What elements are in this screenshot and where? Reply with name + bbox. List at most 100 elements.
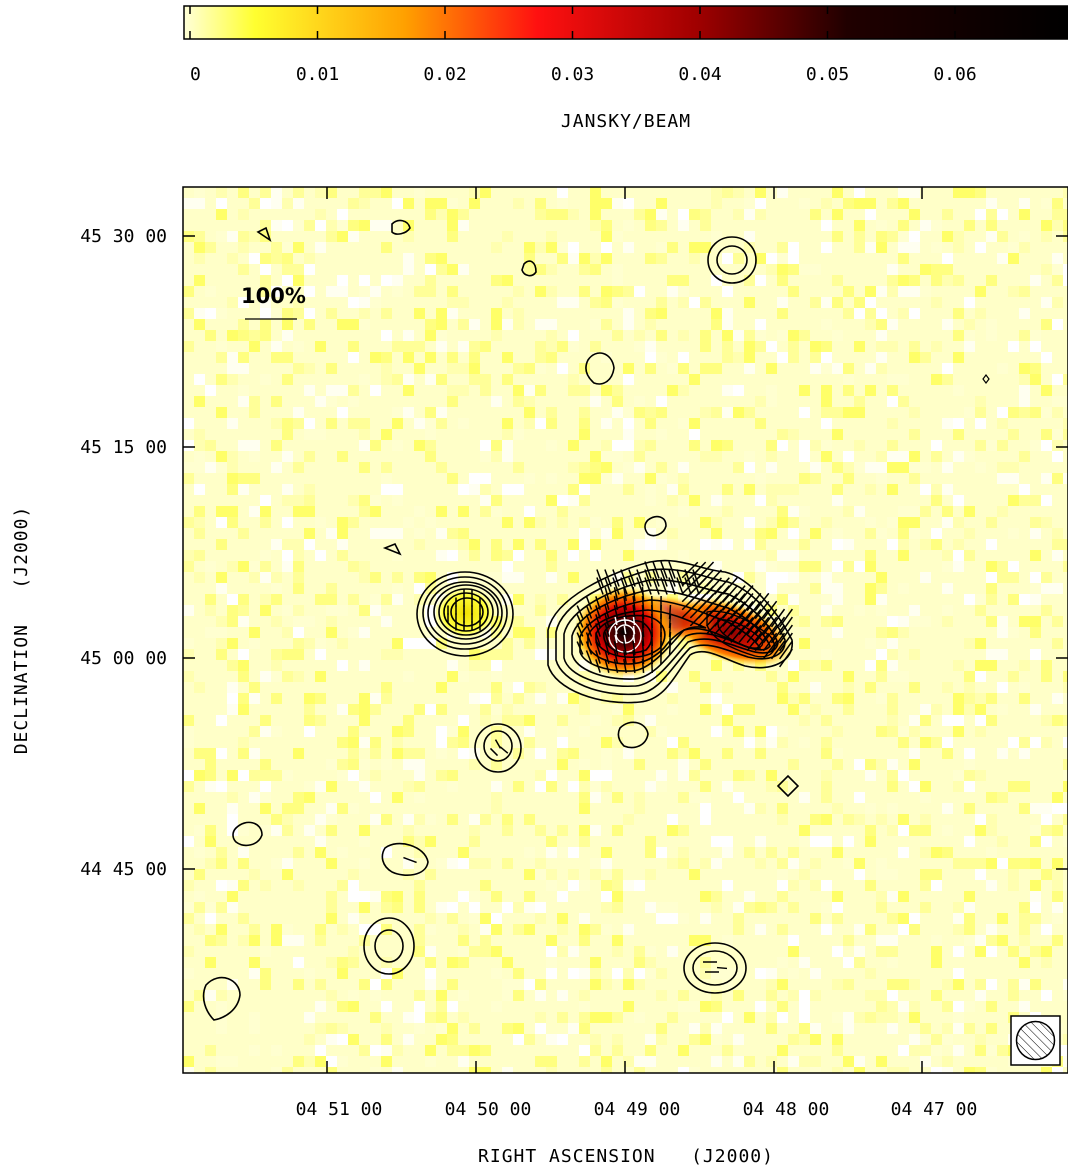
noise-pixel <box>458 726 469 737</box>
noise-pixel <box>326 1023 337 1034</box>
noise-pixel <box>920 781 931 792</box>
noise-pixel <box>458 671 469 682</box>
noise-pixel <box>491 803 502 814</box>
noise-pixel <box>898 187 909 198</box>
noise-pixel <box>1019 385 1030 396</box>
noise-pixel <box>370 814 381 825</box>
noise-pixel <box>535 242 546 253</box>
polarization-vector <box>779 640 793 660</box>
noise-pixel <box>876 330 887 341</box>
noise-pixel <box>1019 374 1030 385</box>
noise-pixel <box>1008 946 1019 957</box>
noise-pixel <box>711 990 722 1001</box>
noise-pixel <box>942 275 953 286</box>
noise-pixel <box>788 286 799 297</box>
noise-pixel <box>260 671 271 682</box>
noise-pixel <box>1030 341 1041 352</box>
noise-pixel <box>722 935 733 946</box>
colorbar-tick-label: 0.04 <box>678 64 721 85</box>
noise-pixel <box>821 407 832 418</box>
noise-pixel <box>986 198 997 209</box>
noise-pixel <box>425 209 436 220</box>
noise-pixel <box>183 462 194 473</box>
noise-pixel <box>403 726 414 737</box>
noise-pixel <box>293 198 304 209</box>
noise-pixel <box>227 825 238 836</box>
noise-pixel <box>238 561 249 572</box>
noise-pixel <box>216 374 227 385</box>
noise-pixel <box>260 880 271 891</box>
noise-pixel <box>326 605 337 616</box>
noise-pixel <box>260 726 271 737</box>
noise-pixel <box>238 880 249 891</box>
noise-pixel <box>942 374 953 385</box>
noise-pixel <box>304 704 315 715</box>
noise-pixel <box>1063 275 1068 286</box>
noise-pixel <box>183 715 194 726</box>
noise-pixel <box>898 539 909 550</box>
noise-pixel <box>964 781 975 792</box>
noise-pixel <box>634 440 645 451</box>
noise-pixel <box>854 1012 865 1023</box>
noise-pixel <box>1019 363 1030 374</box>
noise-pixel <box>469 825 480 836</box>
noise-pixel <box>623 748 634 759</box>
noise-pixel <box>370 693 381 704</box>
noise-pixel <box>183 308 194 319</box>
noise-pixel <box>964 1023 975 1034</box>
noise-pixel <box>700 913 711 924</box>
noise-pixel <box>1030 803 1041 814</box>
noise-pixel <box>854 308 865 319</box>
polarization-vector <box>620 569 628 587</box>
noise-pixel <box>183 418 194 429</box>
noise-pixel <box>502 451 513 462</box>
noise-pixel <box>909 616 920 627</box>
noise-pixel <box>810 572 821 583</box>
noise-pixel <box>249 726 260 737</box>
noise-pixel <box>392 286 403 297</box>
noise-pixel <box>216 781 227 792</box>
noise-pixel <box>678 462 689 473</box>
noise-pixel <box>392 440 403 451</box>
noise-pixel <box>1052 869 1063 880</box>
noise-pixel <box>348 957 359 968</box>
noise-pixel <box>359 286 370 297</box>
noise-pixel <box>799 440 810 451</box>
noise-pixel <box>986 539 997 550</box>
noise-pixel <box>711 407 722 418</box>
noise-pixel <box>711 198 722 209</box>
noise-pixel <box>315 979 326 990</box>
noise-pixel <box>678 297 689 308</box>
noise-pixel <box>579 990 590 1001</box>
noise-pixel <box>931 220 942 231</box>
noise-pixel <box>744 572 755 583</box>
noise-pixel <box>579 407 590 418</box>
noise-pixel <box>381 649 392 660</box>
noise-pixel <box>546 1056 557 1067</box>
noise-pixel <box>557 748 568 759</box>
noise-pixel <box>1041 220 1052 231</box>
noise-pixel <box>293 616 304 627</box>
noise-pixel <box>458 737 469 748</box>
noise-pixel <box>700 209 711 220</box>
noise-pixel <box>491 627 502 638</box>
noise-pixel <box>205 957 216 968</box>
noise-pixel <box>447 209 458 220</box>
noise-pixel <box>887 341 898 352</box>
noise-pixel <box>535 979 546 990</box>
noise-pixel <box>535 1023 546 1034</box>
noise-pixel <box>678 209 689 220</box>
noise-pixel <box>953 781 964 792</box>
polarization-vector <box>585 605 593 619</box>
noise-pixel <box>205 561 216 572</box>
noise-pixel <box>1063 682 1068 693</box>
noise-pixel <box>282 242 293 253</box>
noise-pixel <box>887 418 898 429</box>
colorbar-label: JANSKY/BEAM <box>561 111 691 132</box>
noise-pixel <box>546 836 557 847</box>
noise-pixel <box>271 396 282 407</box>
noise-pixel <box>403 759 414 770</box>
noise-pixel <box>1063 990 1068 1001</box>
noise-pixel <box>898 242 909 253</box>
noise-pixel <box>788 693 799 704</box>
